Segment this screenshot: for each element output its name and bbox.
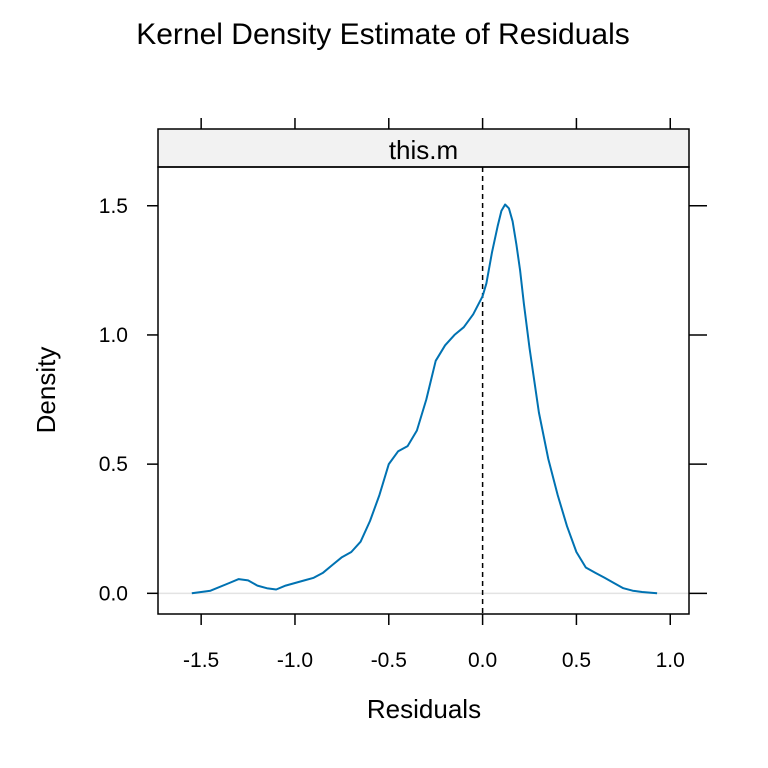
x-tick-label: 0.0 xyxy=(468,649,497,672)
y-tick-label: 1.0 xyxy=(99,324,128,347)
y-tick-label: 0.5 xyxy=(99,453,128,476)
x-tick-label: -1.5 xyxy=(183,649,219,672)
x-axis-label: Residuals xyxy=(367,694,481,724)
y-axis-label: Density xyxy=(31,347,61,434)
x-tick-label: 1.0 xyxy=(656,649,685,672)
panel-strip-label: this.m xyxy=(389,135,458,165)
plot-frame xyxy=(157,166,690,615)
x-tick-label: -0.5 xyxy=(371,649,407,672)
x-tick-label: -1.0 xyxy=(277,649,313,672)
chart-title: Kernel Density Estimate of Residuals xyxy=(136,18,630,51)
y-tick-label: 1.5 xyxy=(99,195,128,218)
y-tick-label: 0.0 xyxy=(99,582,128,605)
x-tick-label: 0.5 xyxy=(562,649,591,672)
panel-strip xyxy=(157,128,690,168)
density-curve-0 xyxy=(191,203,658,595)
